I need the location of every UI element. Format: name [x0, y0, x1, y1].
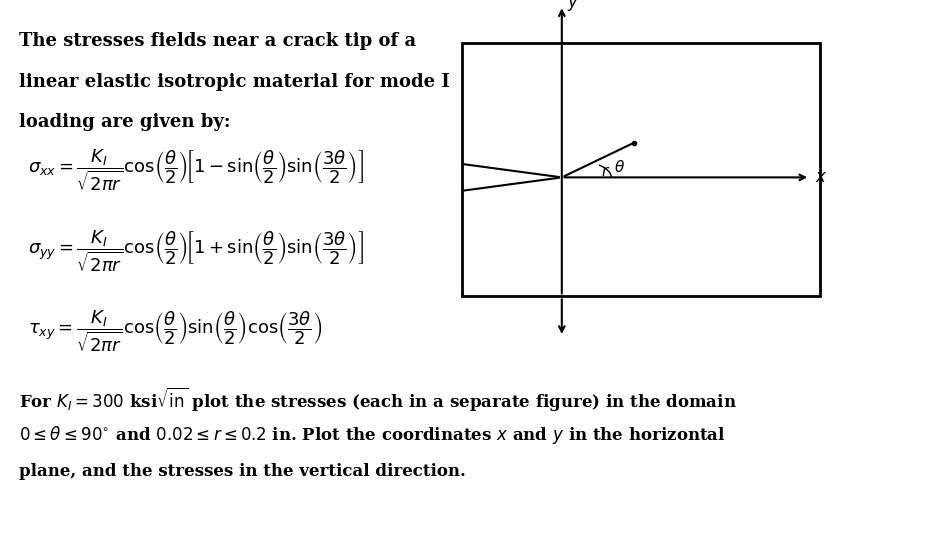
Text: $\sigma_{xx} = \dfrac{K_I}{\sqrt{2\pi r}}\cos\!\left(\dfrac{\theta}{2}\right)\!\: $\sigma_{xx} = \dfrac{K_I}{\sqrt{2\pi r}…	[28, 147, 365, 193]
Bar	[462, 43, 820, 296]
Text: The stresses fields near a crack tip of a: The stresses fields near a crack tip of …	[19, 32, 416, 50]
Text: loading are given by:: loading are given by:	[19, 113, 231, 131]
Text: $r$: $r$	[601, 165, 609, 179]
Text: $\sigma_{yy} = \dfrac{K_I}{\sqrt{2\pi r}}\cos\!\left(\dfrac{\theta}{2}\right)\!\: $\sigma_{yy} = \dfrac{K_I}{\sqrt{2\pi r}…	[28, 227, 365, 274]
Text: $\theta$: $\theta$	[613, 158, 625, 175]
Text: $y$: $y$	[566, 0, 579, 13]
Text: For $K_I = 300$ ksi$\sqrt{\mathrm{in}}$ plot the stresses (each in a separate fi: For $K_I = 300$ ksi$\sqrt{\mathrm{in}}$ …	[19, 385, 737, 413]
Text: $x$: $x$	[815, 169, 827, 186]
Text: linear elastic isotropic material for mode I: linear elastic isotropic material for mo…	[19, 73, 449, 91]
Text: plane, and the stresses in the vertical direction.: plane, and the stresses in the vertical …	[19, 463, 465, 480]
Text: $\tau_{xy} = \dfrac{K_I}{\sqrt{2\pi r}}\cos\!\left(\dfrac{\theta}{2}\right)\sin\: $\tau_{xy} = \dfrac{K_I}{\sqrt{2\pi r}}\…	[28, 308, 322, 355]
Text: $0 \leq \theta \leq 90^{\circ}$ and $0.02 \leq r \leq 0.2$ in. Plot the coordina: $0 \leq \theta \leq 90^{\circ}$ and $0.0…	[19, 424, 725, 446]
